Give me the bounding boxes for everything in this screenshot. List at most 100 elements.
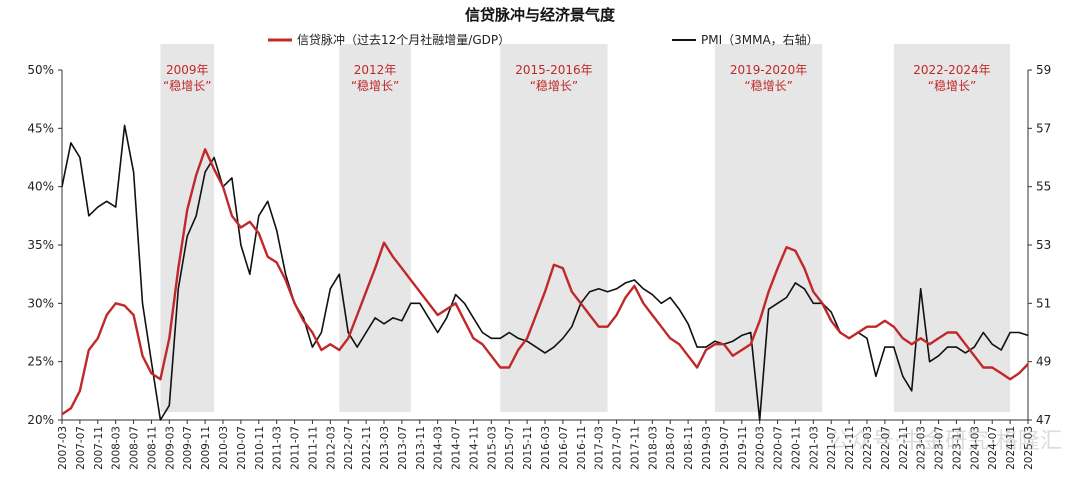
- pmi-line-point: [705, 346, 707, 348]
- left-tick-label: 30%: [27, 296, 54, 310]
- credit-line-point: [526, 337, 528, 339]
- shaded-period-label-3: 2019-2020年: [730, 63, 807, 77]
- shaded-period-sublabel-0: “稳增长”: [163, 78, 211, 93]
- pmi-line-point: [607, 291, 609, 293]
- credit-line-point: [115, 302, 117, 304]
- credit-line-point: [759, 320, 761, 322]
- credit-line-point: [696, 366, 698, 369]
- pmi-line-point: [544, 352, 546, 354]
- credit-line-point: [159, 378, 161, 380]
- x-tick-label: 2017-11: [629, 426, 641, 470]
- pmi-line-point: [893, 346, 895, 348]
- x-tick-label: 2016-03: [540, 426, 552, 470]
- credit-line-point: [329, 343, 331, 345]
- credit-line-point: [320, 349, 322, 351]
- left-tick-label: 35%: [27, 238, 54, 252]
- legend-label-pmi: PMI（3MMA，右轴）: [701, 32, 819, 47]
- pmi-line-point: [97, 206, 99, 208]
- credit-line-point: [598, 326, 600, 328]
- x-tick-label: 2011-07: [290, 426, 302, 470]
- pmi-line-point: [633, 279, 636, 281]
- credit-line-point: [803, 267, 806, 269]
- pmi-line-point: [204, 171, 206, 173]
- credit-line-point: [1018, 372, 1020, 374]
- credit-line-point: [964, 343, 967, 345]
- pmi-line-point: [517, 337, 519, 339]
- x-tick-label: 2021-07: [826, 426, 838, 470]
- credit-line-point: [338, 349, 340, 351]
- pmi-line-point: [338, 273, 340, 275]
- credit-line-point: [383, 242, 385, 244]
- pmi-line-point: [231, 177, 233, 179]
- pmi-line-point: [830, 311, 832, 313]
- credit-line-point: [580, 302, 582, 304]
- pmi-line-point: [481, 331, 483, 334]
- credit-line-point: [875, 326, 877, 328]
- left-tick-label: 40%: [27, 180, 54, 194]
- shaded-period-label-0: 2009年: [166, 63, 209, 77]
- credit-line-point: [642, 302, 645, 304]
- x-tick-label: 2007-07: [75, 426, 87, 470]
- credit-line-point: [946, 331, 949, 334]
- credit-line-point: [535, 314, 537, 316]
- x-tick-label: 2008-11: [146, 426, 158, 470]
- pmi-line-point: [410, 302, 412, 304]
- credit-line-point: [929, 343, 931, 345]
- credit-line-point: [705, 349, 707, 351]
- credit-line-point: [982, 366, 984, 369]
- x-tick-label: 2022-11: [898, 426, 910, 470]
- credit-line-point: [392, 256, 394, 258]
- credit-line-point: [1000, 372, 1002, 374]
- x-tick-label: 2013-07: [397, 426, 409, 470]
- credit-line-point: [714, 343, 716, 345]
- right-tick-label: 59: [1036, 63, 1051, 77]
- pmi-line-point: [472, 317, 474, 319]
- x-tick-label: 2020-07: [773, 426, 785, 470]
- pmi-line-point: [589, 291, 591, 293]
- credit-line-point: [973, 355, 975, 357]
- x-tick-label: 2019-07: [719, 426, 731, 470]
- pmi-line-point: [866, 337, 868, 339]
- pmi-line-point: [168, 404, 170, 406]
- x-tick-label: 2007-03: [57, 426, 69, 470]
- right-tick-label: 53: [1036, 238, 1051, 252]
- shaded-period-label-2: 2015-2016年: [515, 63, 592, 77]
- shaded-period-4: [893, 44, 1011, 412]
- pmi-line-point: [741, 334, 743, 336]
- x-tick-label: 2018-07: [665, 426, 677, 470]
- credit-line-point: [204, 148, 206, 150]
- pmi-line-point: [777, 302, 779, 304]
- credit-line-point: [150, 372, 152, 374]
- pmi-line-point: [392, 317, 394, 319]
- credit-line-point: [249, 221, 251, 223]
- pmi-line-point: [938, 355, 940, 357]
- credit-line-point: [955, 331, 958, 334]
- pmi-line-point: [61, 186, 63, 188]
- x-tick-label: 2008-07: [129, 426, 141, 470]
- x-tick-label: 2011-03: [272, 426, 284, 470]
- x-tick-label: 2014-11: [468, 426, 480, 470]
- credit-line-point: [848, 337, 850, 339]
- credit-line-point: [687, 355, 689, 357]
- shaded-period-sublabel-3: “稳增长”: [744, 78, 792, 93]
- pmi-line-point: [973, 346, 975, 348]
- pmi-line-point: [964, 352, 967, 354]
- shaded-period-label-1: 2012年: [354, 63, 397, 77]
- left-tick-label: 20%: [27, 413, 54, 427]
- credit-line-point: [472, 337, 474, 339]
- pmi-line-point: [732, 340, 734, 342]
- pmi-line-point: [79, 156, 81, 159]
- pmi-line-point: [598, 288, 600, 290]
- x-tick-label: 2012-07: [343, 426, 355, 470]
- x-tick-label: 2024-03: [969, 426, 981, 470]
- pmi-line-point: [660, 302, 662, 304]
- pmi-line-point: [794, 282, 797, 284]
- x-tick-label: 2016-07: [558, 426, 570, 470]
- x-tick-label: 2011-11: [307, 426, 319, 470]
- pmi-line-point: [911, 390, 913, 392]
- pmi-line-point: [195, 215, 197, 217]
- credit-line-point: [553, 264, 555, 266]
- x-tick-label: 2018-03: [647, 426, 659, 470]
- credit-line-point: [884, 320, 886, 322]
